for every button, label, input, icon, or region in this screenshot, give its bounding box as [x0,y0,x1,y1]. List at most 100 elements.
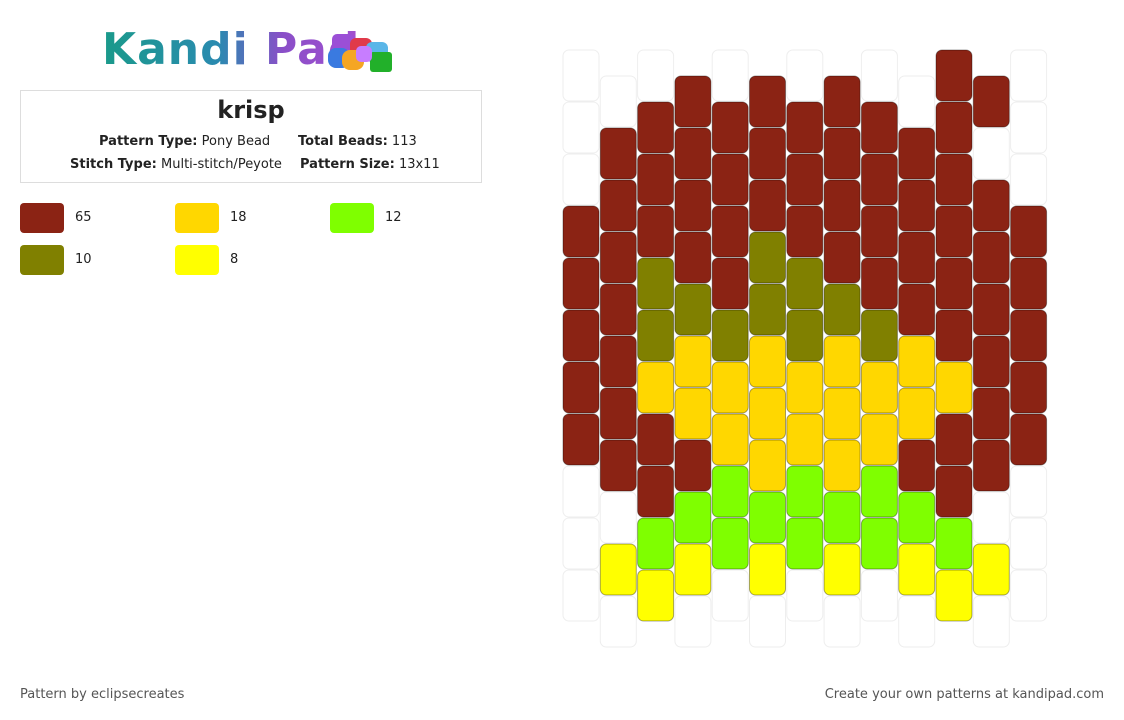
bead [562,361,600,414]
bead [599,543,637,596]
legend-count: 18 [230,210,247,225]
bead [637,413,675,466]
bead [1010,49,1048,102]
bead [599,75,637,128]
bead [935,49,973,102]
bead [674,595,712,648]
bead [898,439,936,492]
bead [972,387,1010,440]
bead [599,439,637,492]
bead [599,387,637,440]
bead [786,49,824,102]
bead [749,335,786,388]
bead [674,335,712,388]
legend-count: 10 [75,252,92,267]
bead [823,543,861,596]
credit: Pattern by eclipsecreates [20,687,185,702]
info-item: Pattern Size: 13x11 [300,157,440,172]
bead [1010,257,1048,310]
bead [972,127,1010,180]
bead [1010,517,1048,570]
bead [711,257,749,310]
bead [711,101,749,154]
info-value: 113 [391,134,417,149]
info-label: Pattern Size: [300,157,395,172]
bead [599,595,637,648]
bead [972,595,1010,648]
legend-swatch [330,203,374,233]
bead [860,153,898,206]
bead [898,75,936,128]
bead [898,231,936,284]
bead [711,569,749,622]
bead [749,491,786,544]
bead [823,387,861,440]
bead [1010,569,1048,622]
bead [972,283,1010,336]
bead [599,179,637,232]
bead [823,439,861,492]
bead [711,49,749,102]
bead [749,387,786,440]
bead [935,569,973,622]
bead [637,153,675,206]
bead [860,361,898,414]
bead [637,257,675,310]
info-value: Pony Bead [201,134,271,149]
bead [898,543,936,596]
info-value: Multi-stitch/Peyote [161,157,282,172]
bead [637,517,675,570]
bead [898,387,936,440]
promo[interactable]: Create your own patterns at kandipad.com [824,687,1104,702]
logo[interactable]: Kandi Pad [102,24,361,75]
bead [674,127,712,180]
info-label: Pattern Type: [99,134,198,149]
bead [935,101,973,154]
bead [562,309,600,362]
bead [786,257,824,310]
bead [972,179,1010,232]
bead [1010,413,1048,466]
bead [898,491,936,544]
bead [860,309,898,362]
bead [972,335,1010,388]
bead [1010,205,1048,258]
bead [674,543,712,596]
bead [823,283,861,336]
bead [674,283,712,336]
bead [637,205,675,258]
bead [711,517,749,570]
bead [562,153,600,206]
bead [786,101,824,154]
bead [599,491,637,544]
bead [562,413,600,466]
bead [711,153,749,206]
legend-swatch [175,245,219,275]
bead [860,205,898,258]
bead [786,569,824,622]
info-item: Total Beads: 113 [298,134,417,149]
bead [562,101,600,154]
bead [786,465,824,518]
bead [972,543,1010,596]
bead [786,309,824,362]
info-item: Stitch Type: Multi-stitch/Peyote [70,157,282,172]
bead [823,335,861,388]
bead [898,179,936,232]
bead [786,361,824,414]
bead [674,387,712,440]
bead [637,309,675,362]
legend-count: 65 [75,210,92,225]
bead [562,517,600,570]
bead [599,127,637,180]
bead [711,205,749,258]
bead [898,127,936,180]
bead [823,127,861,180]
bead [711,465,749,518]
bead [562,257,600,310]
bead [749,283,786,336]
bead [786,205,824,258]
bead [860,101,898,154]
bead [935,517,973,570]
bead [749,595,786,648]
